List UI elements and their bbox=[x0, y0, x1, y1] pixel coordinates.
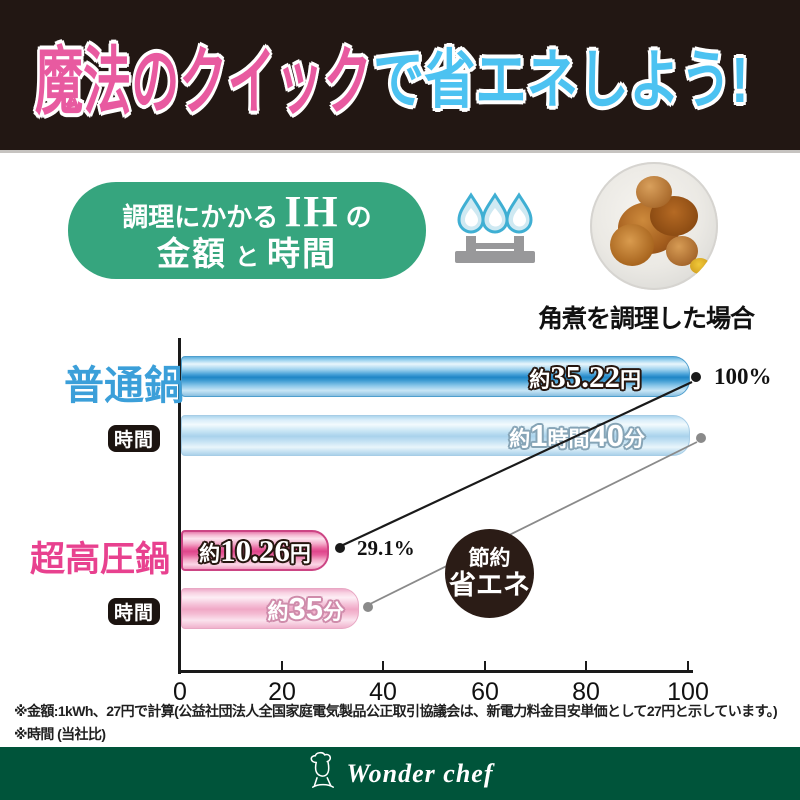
food-meat-piece bbox=[610, 224, 654, 266]
row-label-pressure-pot: 超高圧鍋 bbox=[30, 540, 171, 579]
bar-normal-cost-value: 約35.22円 bbox=[529, 359, 641, 394]
dot-normal-time bbox=[696, 433, 706, 443]
x-tick-label: 100 bbox=[667, 678, 709, 706]
chef-logo-icon bbox=[311, 751, 335, 788]
chart-title-box: 調理にかかる IH の 金額と時間 bbox=[68, 182, 426, 279]
x-tick bbox=[585, 661, 587, 670]
x-tick-label: 60 bbox=[471, 678, 499, 706]
row-label-normal-pot: 普通鍋 bbox=[64, 364, 184, 408]
banner-title-blue-box: で省エネしよう! bbox=[373, 29, 765, 121]
banner-title: 魔法のクイック で省エネしよう! bbox=[35, 22, 765, 129]
savings-badge: 節約 省エネ bbox=[445, 529, 534, 618]
x-tick-label: 80 bbox=[572, 678, 600, 706]
brand-logo-text: Wonder chef bbox=[346, 758, 494, 788]
savings-badge-line2: 省エネ bbox=[449, 570, 530, 601]
banner-title-pink: 魔法のクイック bbox=[35, 39, 372, 123]
banner-title-blue: で省エネしよう! bbox=[373, 44, 749, 116]
x-tick bbox=[382, 661, 384, 670]
bar-pressure-time: 約35分 bbox=[181, 588, 359, 629]
footnote-cost: ※金額:1kWh、27円で計算(公益社団法人全国家庭電気製品公正取引協議会は、新… bbox=[14, 703, 778, 719]
food-egg bbox=[636, 176, 672, 208]
banner: 魔法のクイック で省エネしよう! bbox=[0, 0, 800, 150]
dot-100-percent bbox=[691, 372, 701, 382]
x-tick-label: 20 bbox=[268, 678, 296, 706]
food-caption: 角煮を調理した場合 bbox=[538, 305, 755, 333]
chart-title-line2: 金額と時間 bbox=[157, 237, 337, 273]
x-tick bbox=[687, 661, 689, 670]
x-axis bbox=[178, 670, 693, 673]
title-line2-time: 時間 bbox=[267, 236, 337, 273]
flame-icons bbox=[457, 192, 533, 234]
x-tick-label: 40 bbox=[369, 678, 397, 706]
title-line1-ih: IH bbox=[284, 187, 340, 237]
y-axis bbox=[178, 338, 181, 674]
gas-burner-icon bbox=[455, 192, 535, 263]
dot-29-percent bbox=[335, 543, 345, 553]
annotation-100-percent: 100% bbox=[714, 364, 772, 389]
x-tick bbox=[281, 661, 283, 670]
banner-title-pink-box: 魔法のクイック bbox=[35, 22, 373, 129]
bar-normal-time: 約1時間40分 bbox=[181, 415, 690, 456]
annotation-29-percent: 29.1% bbox=[357, 536, 415, 560]
bar-pressure-cost: 約10.26円 bbox=[181, 530, 329, 571]
chart-title-line1: 調理にかかる IH の bbox=[122, 187, 372, 237]
title-line2-and: と bbox=[235, 244, 259, 271]
footnote-time: ※時間 (当社比) bbox=[14, 726, 106, 742]
x-tick bbox=[484, 661, 486, 670]
bar-normal-time-value: 約1時間40分 bbox=[509, 418, 645, 453]
dot-pressure-time bbox=[363, 602, 373, 612]
title-line2-cost: 金額 bbox=[157, 236, 227, 273]
x-tick-label: 0 bbox=[173, 678, 187, 706]
title-line1-post: の bbox=[345, 203, 372, 233]
kakuni-dish-photo bbox=[590, 162, 718, 290]
time-badge-pressure: 時間 bbox=[108, 598, 160, 625]
bar-pressure-cost-value: 約10.26円 bbox=[199, 533, 311, 568]
bar-normal-cost: 約35.22円 bbox=[181, 356, 690, 397]
savings-badge-line1: 節約 bbox=[468, 545, 511, 570]
food-mustard bbox=[690, 258, 710, 274]
footer: Wonder chef bbox=[0, 747, 800, 800]
bar-pressure-time-value: 約35分 bbox=[267, 591, 344, 626]
title-line1-pre: 調理にかかる bbox=[122, 203, 279, 233]
time-badge-normal: 時間 bbox=[108, 425, 160, 452]
